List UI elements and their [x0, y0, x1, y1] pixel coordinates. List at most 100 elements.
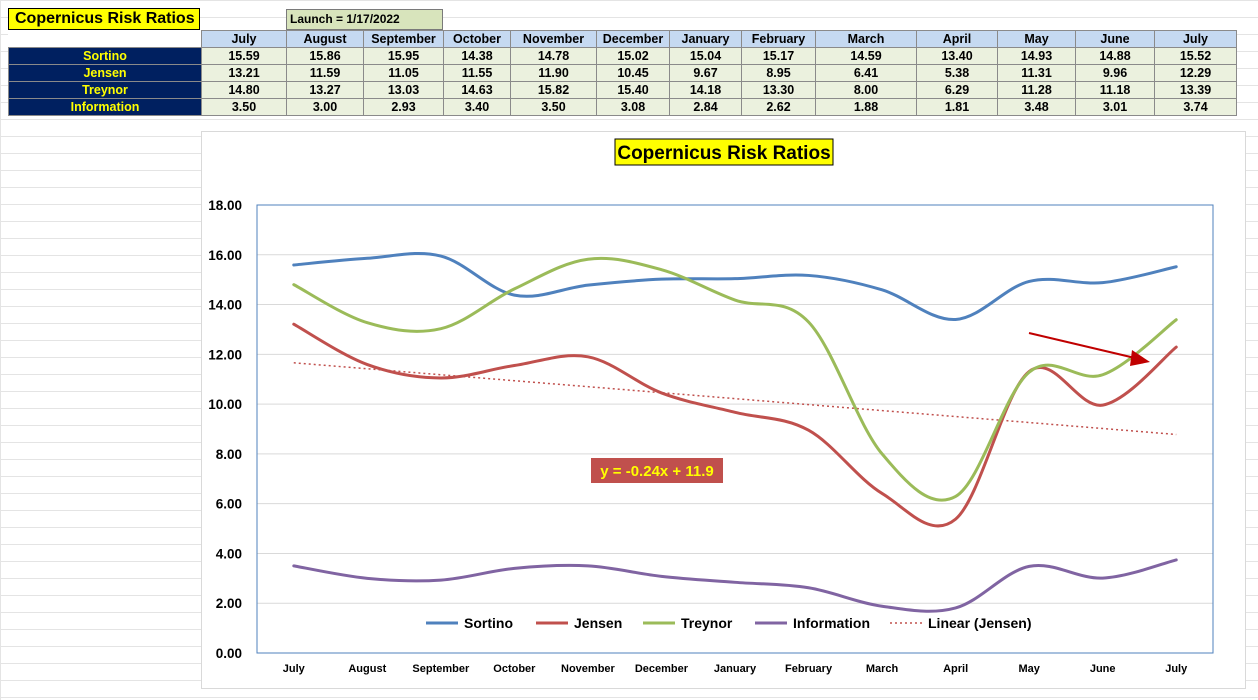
- risk-ratios-table: July August September October November Decemb…: [8, 30, 1237, 116]
- value-cell[interactable]: 6.29: [916, 81, 998, 99]
- value-cell[interactable]: 15.17: [741, 47, 816, 65]
- x-tick-label: May: [1018, 663, 1040, 675]
- x-tick-label: June: [1090, 663, 1116, 675]
- value-cell[interactable]: 13.27: [286, 81, 364, 99]
- month-header-3[interactable]: September: [363, 30, 444, 48]
- value-cell[interactable]: 1.88: [815, 98, 917, 116]
- value-cell[interactable]: 1.81: [916, 98, 998, 116]
- value-cell[interactable]: 14.63: [443, 81, 511, 99]
- month-header-9[interactable]: March: [815, 30, 917, 48]
- value-cell[interactable]: 11.18: [1075, 81, 1155, 99]
- value-cell[interactable]: 13.40: [916, 47, 998, 65]
- value-cell[interactable]: 13.30: [741, 81, 816, 99]
- row-label-cell[interactable]: Sortino: [8, 47, 202, 65]
- legend-item: Sortino: [426, 615, 513, 631]
- chart-title-box: Copernicus Risk Ratios: [614, 138, 834, 166]
- value-cell[interactable]: 2.84: [669, 98, 742, 116]
- series-line-sortino: [292, 251, 1178, 321]
- x-tick-label: February: [785, 663, 833, 675]
- month-header-13[interactable]: July: [1154, 30, 1237, 48]
- chart-area[interactable]: 0.00 2.00 4.00 6.00 8.00 10.00 12.00 14.00 16.00…: [201, 131, 1246, 689]
- value-cell[interactable]: 6.41: [815, 64, 917, 82]
- legend-item: Linear (Jensen): [890, 615, 1031, 631]
- value-cell[interactable]: 15.04: [669, 47, 742, 65]
- value-cell[interactable]: 14.38: [443, 47, 511, 65]
- value-cell[interactable]: 3.48: [997, 98, 1076, 116]
- month-header-5[interactable]: November: [510, 30, 597, 48]
- row-label-cell[interactable]: Treynor: [8, 81, 202, 99]
- month-header-4[interactable]: October: [443, 30, 511, 48]
- value-cell[interactable]: 11.55: [443, 64, 511, 82]
- value-cell[interactable]: 3.08: [596, 98, 670, 116]
- value-cell[interactable]: 15.40: [596, 81, 670, 99]
- month-header-12[interactable]: June: [1075, 30, 1155, 48]
- ratio-row-jensen: Jensen 13.21 11.59 11.05 11.55 11.90 10.45 9.67…: [8, 64, 1237, 82]
- value-cell[interactable]: 14.78: [510, 47, 597, 65]
- y-tick-label: 2.00: [216, 596, 242, 611]
- x-tick-label: August: [348, 663, 386, 675]
- month-header-10[interactable]: April: [916, 30, 998, 48]
- value-cell[interactable]: 15.52: [1154, 47, 1237, 65]
- month-header-7[interactable]: January: [669, 30, 742, 48]
- y-tick-label: 0.00: [216, 646, 242, 661]
- value-cell[interactable]: 9.96: [1075, 64, 1155, 82]
- value-cell[interactable]: 10.45: [596, 64, 670, 82]
- x-tick-label: November: [561, 663, 616, 675]
- row-label-cell[interactable]: Information: [8, 98, 202, 116]
- value-cell[interactable]: 11.59: [286, 64, 364, 82]
- jensen-linear-trendline: [293, 362, 1177, 436]
- month-header-1[interactable]: July: [201, 30, 287, 48]
- value-cell[interactable]: 3.50: [201, 98, 287, 116]
- value-cell[interactable]: 3.00: [286, 98, 364, 116]
- value-cell[interactable]: 11.05: [363, 64, 444, 82]
- value-cell[interactable]: 15.59: [201, 47, 287, 65]
- month-header-11[interactable]: May: [997, 30, 1076, 48]
- value-cell[interactable]: 14.93: [997, 47, 1076, 65]
- value-cell[interactable]: 2.62: [741, 98, 816, 116]
- value-cell[interactable]: 13.03: [363, 81, 444, 99]
- value-cell[interactable]: 13.39: [1154, 81, 1237, 99]
- value-cell[interactable]: 14.88: [1075, 47, 1155, 65]
- x-tick-label: March: [866, 663, 899, 675]
- value-cell[interactable]: 8.95: [741, 64, 816, 82]
- value-cell[interactable]: 13.21: [201, 64, 287, 82]
- value-cell[interactable]: 14.80: [201, 81, 287, 99]
- launch-date-cell[interactable]: Launch = 1/17/2022: [286, 9, 443, 30]
- risk-ratios-line-chart: 0.00 2.00 4.00 6.00 8.00 10.00 12.00 14.00 16.00…: [208, 138, 1214, 675]
- legend-item: Information: [755, 615, 870, 631]
- legend-item: Treynor: [643, 615, 733, 631]
- month-header-2[interactable]: August: [286, 30, 364, 48]
- y-tick-label: 12.00: [208, 347, 242, 362]
- value-cell[interactable]: 11.90: [510, 64, 597, 82]
- value-cell[interactable]: 2.93: [363, 98, 444, 116]
- value-cell[interactable]: 8.00: [815, 81, 917, 99]
- month-header-row: July August September October November Decemb…: [8, 30, 1237, 48]
- value-cell[interactable]: 11.28: [997, 81, 1076, 99]
- value-cell[interactable]: 5.38: [916, 64, 998, 82]
- annotation-arrow: [1028, 332, 1150, 366]
- row-label-cell[interactable]: Jensen: [8, 64, 202, 82]
- y-tick-label: 10.00: [208, 397, 242, 412]
- value-cell[interactable]: 11.31: [997, 64, 1076, 82]
- ratio-row-sortino: Sortino 15.59 15.86 15.95 14.38 14.78 15.02 15.…: [8, 47, 1237, 65]
- header-blank-cell[interactable]: [8, 30, 202, 48]
- value-cell[interactable]: 15.02: [596, 47, 670, 65]
- value-cell[interactable]: 12.29: [1154, 64, 1237, 82]
- value-cell[interactable]: 15.82: [510, 81, 597, 99]
- legend-label: Linear (Jensen): [928, 615, 1031, 631]
- x-tick-label: July: [283, 663, 306, 675]
- title-cell[interactable]: Copernicus Risk Ratios: [8, 8, 200, 30]
- value-cell[interactable]: 3.74: [1154, 98, 1237, 116]
- value-cell[interactable]: 3.01: [1075, 98, 1155, 116]
- y-tick-label: 14.00: [208, 298, 242, 313]
- month-header-6[interactable]: December: [596, 30, 670, 48]
- ratio-row-treynor: Treynor 14.80 13.27 13.03 14.63 15.82 15.40 14.…: [8, 81, 1237, 99]
- value-cell[interactable]: 3.40: [443, 98, 511, 116]
- value-cell[interactable]: 14.59: [815, 47, 917, 65]
- value-cell[interactable]: 15.86: [286, 47, 364, 65]
- value-cell[interactable]: 3.50: [510, 98, 597, 116]
- value-cell[interactable]: 14.18: [669, 81, 742, 99]
- value-cell[interactable]: 15.95: [363, 47, 444, 65]
- month-header-8[interactable]: February: [741, 30, 816, 48]
- value-cell[interactable]: 9.67: [669, 64, 742, 82]
